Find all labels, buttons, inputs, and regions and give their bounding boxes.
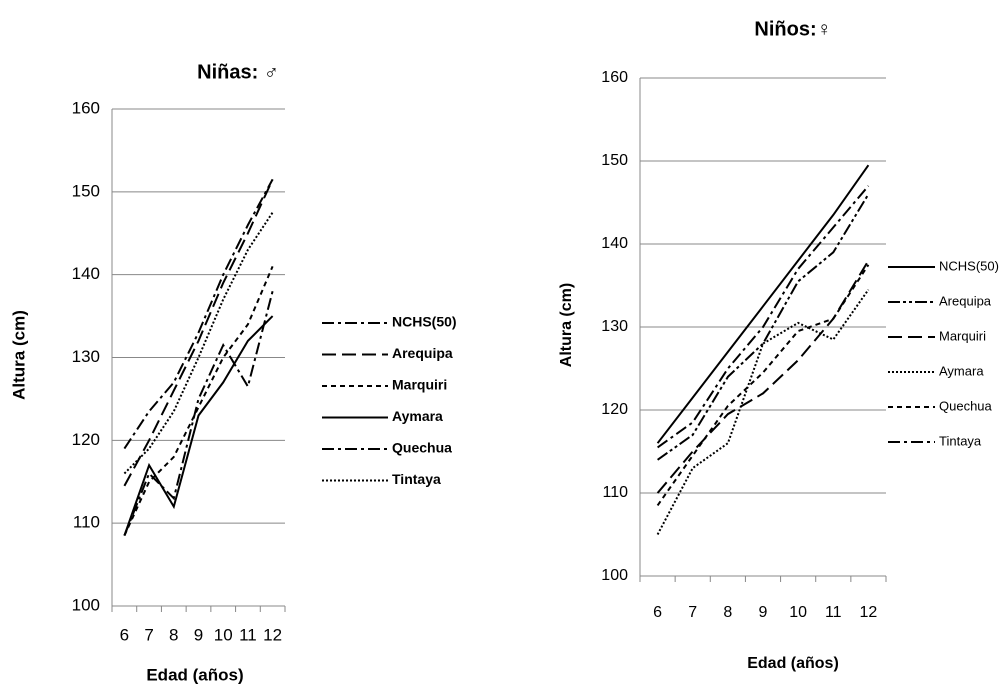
y-tick-label: 140 (72, 264, 100, 283)
y-tick-label: 150 (601, 152, 628, 169)
chart-title: Niños:♀ (754, 18, 831, 40)
series-line (656, 260, 870, 494)
series-line (123, 178, 274, 450)
x-tick-label: 9 (194, 625, 203, 644)
x-tick-label: 11 (239, 625, 257, 644)
y-axis-title: Altura (cm) (558, 283, 575, 367)
x-tick-label: 10 (214, 625, 233, 644)
series-line (657, 193, 870, 461)
x-tick-label: 7 (688, 604, 697, 621)
y-tick-label: 110 (73, 513, 100, 532)
y-tick-label: 100 (72, 595, 100, 614)
y-tick-label: 100 (601, 567, 628, 584)
x-tick-label: 7 (144, 625, 153, 644)
y-tick-label: 120 (601, 401, 628, 418)
y-tick-label: 140 (601, 235, 628, 252)
y-tick-label: 120 (72, 430, 100, 449)
series-line (657, 185, 870, 449)
legend-label: Tintaya (939, 433, 982, 448)
legend-label: Aymara (939, 363, 984, 378)
x-tick-label: 6 (653, 604, 662, 621)
legend-label: Marquiri (939, 328, 986, 343)
series-line (123, 178, 274, 487)
y-tick-label: 110 (602, 484, 628, 501)
x-axis-title: Edad (años) (747, 655, 839, 672)
x-tick-label: 12 (263, 625, 282, 644)
legend-label: Tintaya (392, 471, 441, 487)
y-axis-title: Altura (cm) (9, 310, 28, 400)
y-tick-label: 160 (601, 69, 628, 86)
x-tick-label: 10 (789, 604, 807, 621)
x-tick-label: 8 (723, 604, 732, 621)
y-tick-label: 160 (72, 98, 100, 117)
x-tick-label: 11 (825, 604, 842, 621)
series-line (123, 266, 274, 537)
x-tick-label: 6 (120, 625, 129, 644)
series-line (656, 264, 870, 506)
y-tick-label: 150 (72, 181, 100, 200)
x-tick-label: 9 (759, 604, 768, 621)
x-tick-label: 12 (860, 604, 878, 621)
series-line (123, 315, 274, 536)
y-tick-label: 130 (601, 318, 628, 335)
legend-label: Quechua (392, 440, 452, 456)
series-line (656, 164, 870, 444)
x-axis-title: Edad (años) (146, 665, 243, 684)
legend-label: Aymara (392, 408, 443, 424)
legend-label: Arequipa (939, 293, 992, 308)
legend-label: NCHS(50) (392, 314, 457, 330)
legend-label: NCHS(50) (939, 258, 999, 273)
legend-label: Arequipa (392, 345, 453, 361)
chart-title: Niñas: ♂ (197, 61, 279, 83)
series-line (123, 211, 274, 475)
legend-label: Quechua (939, 398, 993, 413)
legend-label: Marquiri (392, 377, 447, 393)
y-tick-label: 130 (72, 347, 100, 366)
x-tick-label: 8 (169, 625, 178, 644)
